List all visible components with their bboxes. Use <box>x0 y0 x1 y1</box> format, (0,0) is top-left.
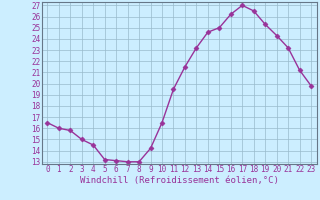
X-axis label: Windchill (Refroidissement éolien,°C): Windchill (Refroidissement éolien,°C) <box>80 176 279 185</box>
